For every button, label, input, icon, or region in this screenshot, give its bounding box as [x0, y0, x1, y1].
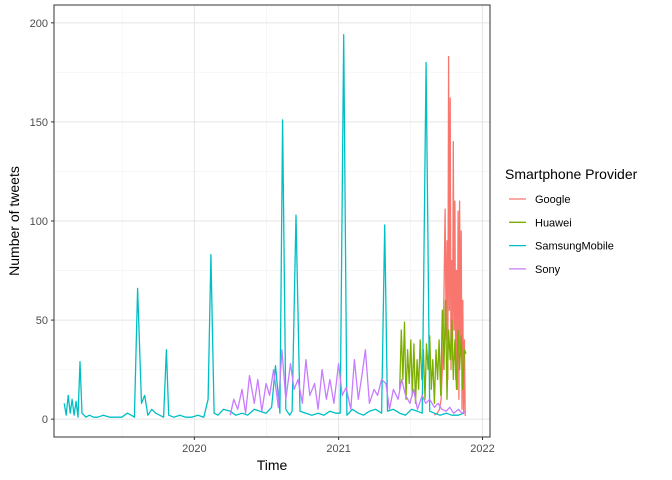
y-tick-label: 0	[42, 414, 48, 426]
legend: Smartphone Provider Google Huawei SamsungM…	[505, 166, 638, 276]
legend-label-sony: Sony	[535, 264, 561, 276]
y-tick-label: 200	[30, 18, 48, 30]
legend-label-samsungmobile: SamsungMobile	[535, 241, 614, 253]
y-tick-label: 150	[30, 117, 48, 129]
series-layer	[63, 34, 467, 418]
y-tick-label: 50	[36, 315, 48, 327]
legend-title: Smartphone Provider	[505, 166, 638, 182]
x-axis-title: Time	[257, 457, 288, 473]
x-tick-label: 2021	[326, 443, 350, 455]
grid	[54, 5, 490, 437]
legend-label-google: Google	[535, 194, 570, 206]
y-tick-label: 100	[30, 216, 48, 228]
series-line-samsungmobile	[63, 34, 465, 418]
y-axis-title: Number of tweets	[6, 166, 22, 276]
legend-label-huawei: Huawei	[535, 217, 572, 229]
x-axis: 2020 2021 2022	[182, 437, 495, 455]
x-tick-label: 2020	[182, 443, 206, 455]
series-line-huawei	[399, 299, 467, 404]
series-line-sony	[229, 349, 467, 416]
y-axis: 0 50 100 150 200	[30, 18, 54, 426]
x-tick-label: 2022	[470, 443, 494, 455]
